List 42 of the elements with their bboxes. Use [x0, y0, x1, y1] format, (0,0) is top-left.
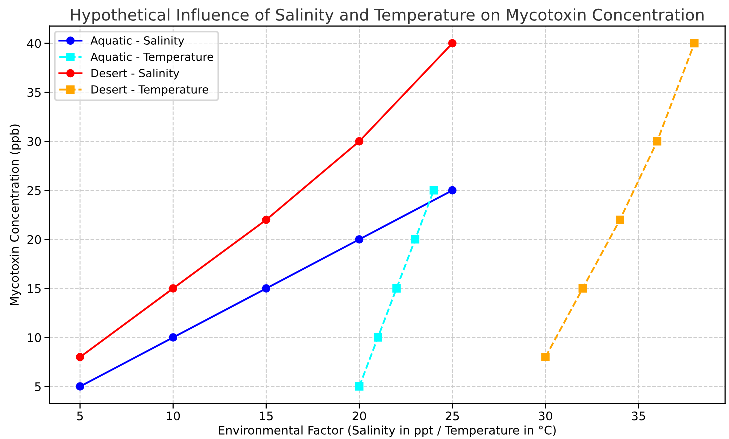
y-tick-label: 40 [27, 39, 42, 48]
point [448, 39, 457, 48]
x-tick-label: 15 [260, 412, 273, 421]
x-tick-label: 20 [352, 412, 366, 421]
legend-label: Desert - Salinity [92, 68, 180, 80]
point [169, 334, 178, 342]
y-tick-label: 20 [28, 235, 42, 244]
y-tick-label: 15 [28, 284, 41, 294]
x-tick-label: 5 [77, 412, 84, 421]
y-tick-label: 30 [28, 137, 42, 146]
point [430, 186, 438, 195]
legend-label: Aquatic - Temperature [90, 52, 214, 64]
point [690, 39, 699, 48]
y-tick-label: 5 [35, 382, 41, 392]
point [374, 334, 382, 342]
y-axis-title: Mycotoxin Concentration (ppb) [10, 124, 22, 306]
point [262, 216, 271, 224]
point [578, 284, 588, 293]
point [76, 353, 84, 362]
point [355, 235, 364, 244]
point [448, 186, 457, 195]
y-tick-label: 35 [28, 88, 41, 98]
point [616, 216, 624, 224]
chart-title: Hypothetical Influence of Salinity and Temperature on Mycotoxin Concentration [71, 8, 704, 24]
y-tick-label: 25 [28, 186, 41, 196]
x-tick-label: 30 [539, 412, 552, 421]
point [411, 235, 420, 244]
point [355, 382, 364, 391]
point [262, 284, 271, 293]
x-tick-label: 25 [446, 412, 460, 421]
x-axis-title: Environmental Factor (Salinity in ppt / Temperature in °C) [219, 426, 556, 438]
point [542, 353, 550, 362]
legend-label: Aquatic - Salinity [90, 36, 184, 48]
point [653, 137, 662, 146]
x-tick-label: 35 [632, 412, 646, 421]
legend-label: Desert - Temperature [92, 86, 208, 96]
point [355, 137, 364, 146]
y-tick-label: 10 [28, 333, 42, 342]
point [169, 284, 178, 293]
point [76, 382, 84, 391]
x-tick-label: 10 [167, 412, 180, 421]
point [392, 284, 401, 293]
